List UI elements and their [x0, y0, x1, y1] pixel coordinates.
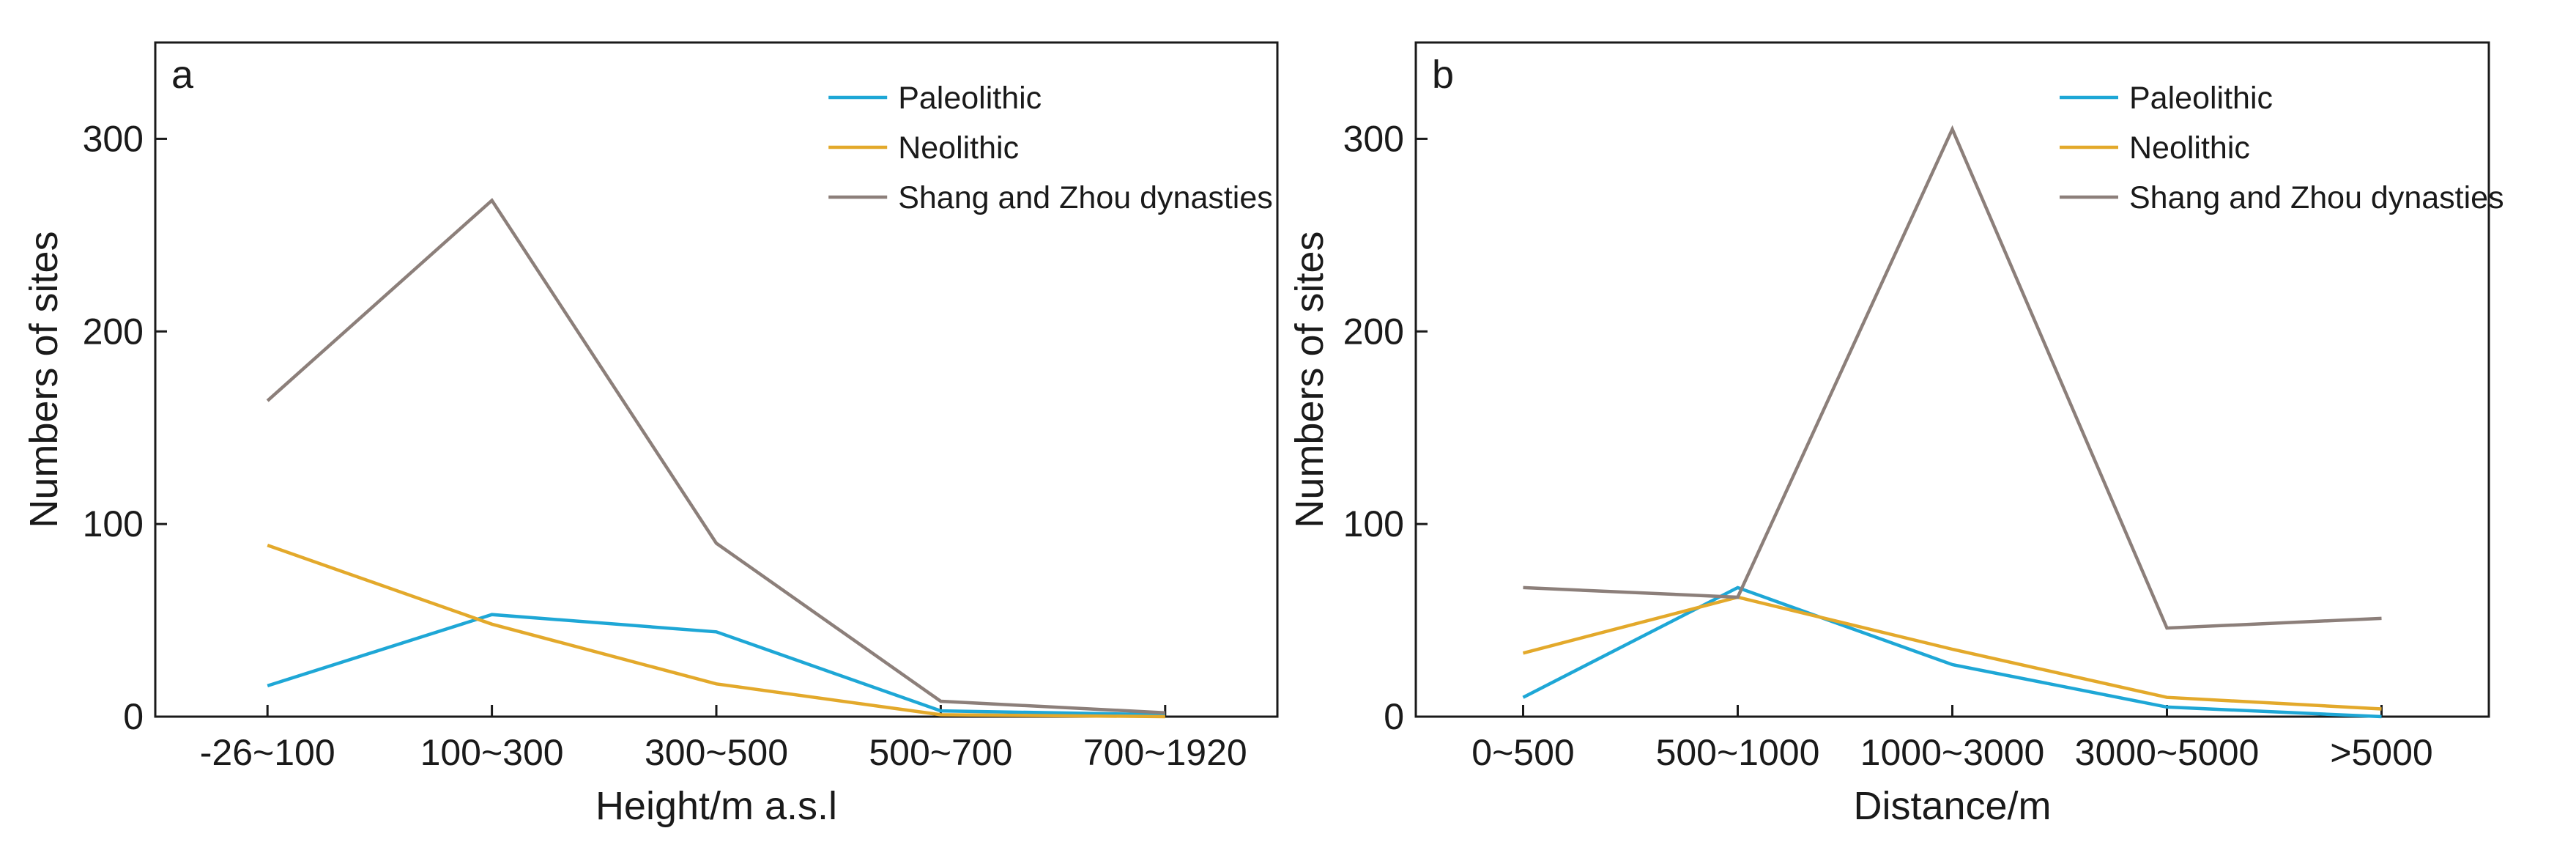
x-tick-label: 100~300 — [420, 732, 564, 773]
series-line-paleolithic — [1522, 585, 2382, 719]
x-tick-label: 3000~5000 — [2075, 732, 2260, 773]
x-tick-label: -26~100 — [200, 732, 335, 773]
legend-label-paleolithic: Paleolithic — [2129, 81, 2273, 116]
y-tick-label: 100 — [1343, 503, 1404, 544]
y-tick-label: 300 — [83, 118, 144, 159]
y-axis-title: Numbers of sites — [1288, 231, 1332, 528]
y-axis-title: Numbers of sites — [22, 231, 66, 528]
y-tick-label: 200 — [1343, 311, 1404, 352]
x-tick-label: 1000~3000 — [1860, 732, 2045, 773]
x-tick-label: 0~500 — [1471, 732, 1574, 773]
x-axis-title: Height/m a.s.l — [595, 784, 837, 828]
legend: Paleolithic Neolithic Shang and Zhou dynas… — [2060, 81, 2504, 215]
y-tick-label: 200 — [83, 311, 144, 352]
x-tick-label: 500~700 — [869, 732, 1012, 773]
y-tick-label: 0 — [1384, 696, 1404, 737]
x-tick-label: >5000 — [2330, 732, 2432, 773]
y-tick-label: 0 — [123, 696, 144, 737]
legend-label-shang_zhou: Shang and Zhou dynasties — [898, 180, 1273, 215]
y-tick-label: 300 — [1343, 118, 1404, 159]
plot-frame — [1414, 41, 2490, 718]
series-line-neolithic — [267, 543, 1165, 719]
y-tick-label: 100 — [83, 503, 144, 544]
x-tick-label: 500~1000 — [1656, 732, 1820, 773]
chart-panel-b: 0 100 200 300 0~500 500~1000 1000~3000 3000~500… — [1288, 41, 2504, 828]
series-line-paleolithic — [267, 613, 1165, 717]
series-line-shang_zhou — [266, 198, 1165, 714]
panel-letter: b — [1432, 53, 1454, 97]
legend-label-neolithic: Neolithic — [898, 130, 1019, 166]
series-line-neolithic — [1522, 595, 2382, 711]
panel-letter: a — [171, 53, 194, 97]
chart-panel-a: 0 100 200 300 -26~100 100~300 300~500 500~700 70… — [22, 41, 1279, 828]
series-line-shang_zhou — [1523, 125, 2382, 630]
legend-label-shang_zhou: Shang and Zhou dynasties — [2129, 180, 2504, 215]
legend: Paleolithic Neolithic Shang and Zhou dynas… — [828, 81, 1273, 215]
legend-label-neolithic: Neolithic — [2129, 130, 2250, 166]
legend-label-paleolithic: Paleolithic — [898, 81, 1042, 116]
x-tick-label: 300~500 — [645, 732, 788, 773]
plot-frame — [154, 41, 1279, 718]
x-tick-label: 700~1920 — [1083, 732, 1247, 773]
x-axis-title: Distance/m — [1853, 784, 2051, 828]
